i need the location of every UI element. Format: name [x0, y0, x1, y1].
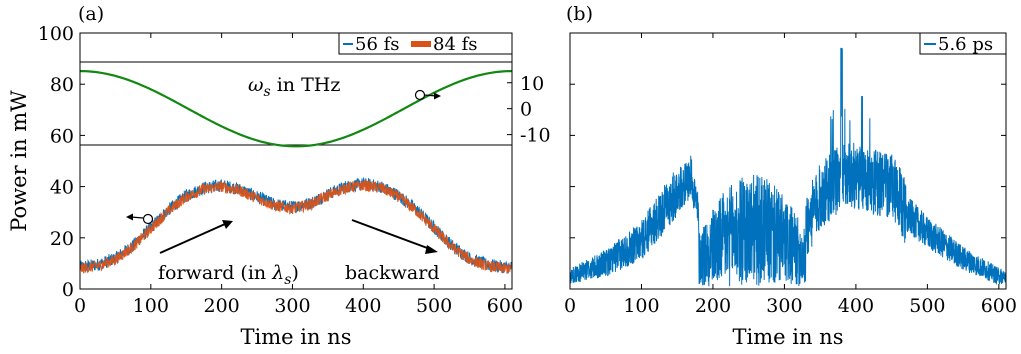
panel-b-xtick-label: 600	[981, 295, 1017, 317]
inset-ytick-label: 0	[520, 99, 532, 121]
main-marker-arrowhead	[126, 213, 133, 221]
panel-b-ticks: 0 100 200 300 400 500 600	[564, 32, 1017, 317]
inset-label: ωs in THz	[248, 74, 340, 100]
panel-a-xtick-label: 600	[487, 295, 523, 317]
inset: ωs in THz 10 0 -10	[79, 61, 551, 148]
main-marker-circle	[142, 213, 154, 225]
panel-a-legend: 56 fs 84 fs	[338, 32, 513, 55]
panel-b-series	[569, 47, 1007, 287]
panel-b-legend: 5.6 ps	[919, 32, 1007, 55]
series-line-84fs	[79, 179, 513, 274]
panel-b-xtick-label: 400	[838, 295, 874, 317]
panel-b-xtick-label: 300	[766, 295, 802, 317]
backward-arrow	[351, 219, 431, 250]
panel-a-xtick-label: 500	[416, 295, 452, 317]
legend-label-84fs: 84 fs	[433, 34, 478, 55]
panel-b-legend-box	[919, 32, 1007, 55]
legend-label-5-6ps: 5.6 ps	[938, 34, 993, 55]
panel-b-frame	[569, 32, 1007, 290]
series-line-56fs	[79, 176, 513, 274]
forward-arrowhead	[222, 220, 233, 229]
panel-a-xlabel: Time in ns	[241, 325, 352, 349]
inset-curve	[79, 69, 513, 148]
panel-b-xlabel: Time in ns	[733, 325, 844, 349]
inset-marker-circle	[414, 89, 426, 101]
inset-ytick-label: 10	[520, 73, 544, 95]
inset-ticks: 10 0 -10	[507, 73, 551, 147]
panel-a: ωs in THz 100-10 0 100 200 300 400 500 6000204…	[7, 23, 551, 349]
inset-ytick-label: -10	[520, 125, 551, 147]
panel-a-ytick-label: 40	[50, 177, 74, 199]
series-line-5-6ps	[569, 47, 1007, 287]
forward-label: forward (in λs)	[158, 262, 299, 288]
panel-a-xtick-label: 0	[74, 295, 86, 317]
panel-a-xtick-label: 400	[345, 295, 381, 317]
panel-a-ytick-label: 20	[50, 228, 74, 250]
panel-a-xtick-label: 100	[133, 295, 169, 317]
legend-label-56fs: 56 fs	[355, 34, 400, 55]
backward-arrowhead	[425, 245, 438, 254]
forward-arrow	[159, 223, 226, 254]
inset-marker-arrowhead	[434, 92, 441, 100]
panel-a-ticks: 0 100 200 300 400 500 600 0 20 40 60 80 100	[38, 23, 523, 317]
panel-label-b: (b)	[566, 3, 593, 25]
panel-a-xtick-label: 300	[274, 295, 310, 317]
panel-b: 0 100 200 300 400 500 600 5.6 ps Time in ns	[564, 32, 1017, 349]
panel-a-ytick-label: 80	[50, 74, 74, 96]
panel-b-xtick-label: 0	[564, 295, 576, 317]
panel-b-xtick-label: 500	[909, 295, 945, 317]
panel-a-ytick-label: 60	[50, 125, 74, 147]
panel-b-xtick-label: 200	[695, 295, 731, 317]
backward-label: backward	[345, 262, 439, 284]
panel-a-ylabel: Power in mW	[7, 90, 31, 232]
inset-omega-line	[79, 69, 513, 148]
panel-a-frame	[79, 32, 513, 290]
panel-a-ytick-label: 0	[62, 279, 74, 301]
panel-b-xtick-label: 100	[623, 295, 659, 317]
panel-label-a: (a)	[78, 3, 104, 25]
panel-a-series	[79, 176, 513, 274]
panel-a-xtick-label: 200	[204, 295, 240, 317]
panel-a-ytick-label: 100	[38, 23, 74, 45]
